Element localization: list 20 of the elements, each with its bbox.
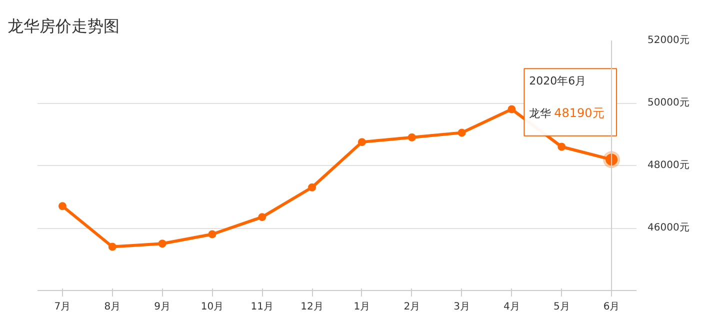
x-tick-label: 7月 <box>54 302 71 312</box>
x-tick-label: 6月 <box>603 302 620 312</box>
x-tick-label: 9月 <box>154 302 170 312</box>
y-tick-label: 50000元 <box>648 98 690 108</box>
data-label: 48190元 <box>554 106 604 120</box>
x-tick-label: 3月 <box>454 302 470 312</box>
x-tick-label: 12月 <box>300 302 324 312</box>
x-tick-label: 11月 <box>250 302 274 312</box>
x-tick-label: 2月 <box>404 302 420 312</box>
y-tick-label: 52000元 <box>648 35 690 46</box>
y-tick-label: 48000元 <box>648 160 690 171</box>
x-tick-label: 10月 <box>200 302 224 312</box>
y-tick-label: 46000元 <box>648 222 690 234</box>
x-tick-label: 1月 <box>354 302 370 312</box>
chart-title: 龙华房价走势图 <box>8 16 120 36</box>
x-tick-label: 4月 <box>504 302 520 312</box>
annotation: 2020年6月 <box>529 74 586 88</box>
series-label: 龙华 <box>529 107 552 120</box>
x-tick-label: 5月 <box>553 302 570 312</box>
x-tick-label: 8月 <box>104 302 121 312</box>
